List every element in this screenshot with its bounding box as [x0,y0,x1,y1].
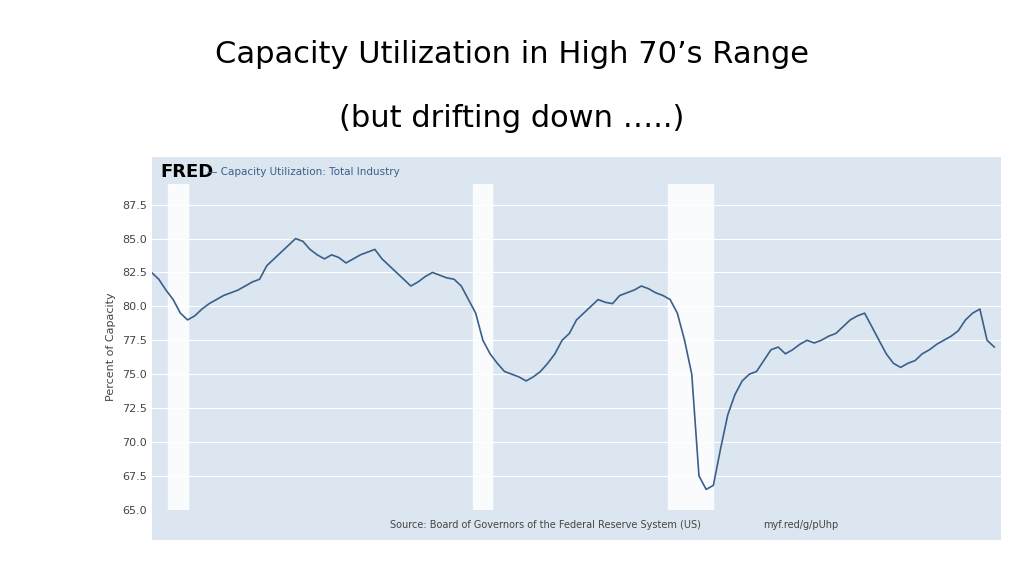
Bar [473,184,493,510]
Text: Source: Board of Governors of the Federal Reserve System (US): Source: Board of Governors of the Federa… [389,520,700,530]
Text: FRED: FRED [160,163,213,181]
Text: (but drifting down …..): (but drifting down …..) [339,104,685,132]
Text: myf.red/g/pUhp: myf.red/g/pUhp [764,520,839,530]
Text: Capacity Utilization in High 70’s Range: Capacity Utilization in High 70’s Range [215,40,809,69]
Bar [168,184,187,510]
Y-axis label: Percent of Capacity: Percent of Capacity [106,293,117,401]
Text: — Capacity Utilization: Total Industry: — Capacity Utilization: Total Industry [207,167,399,177]
Bar [668,184,714,510]
